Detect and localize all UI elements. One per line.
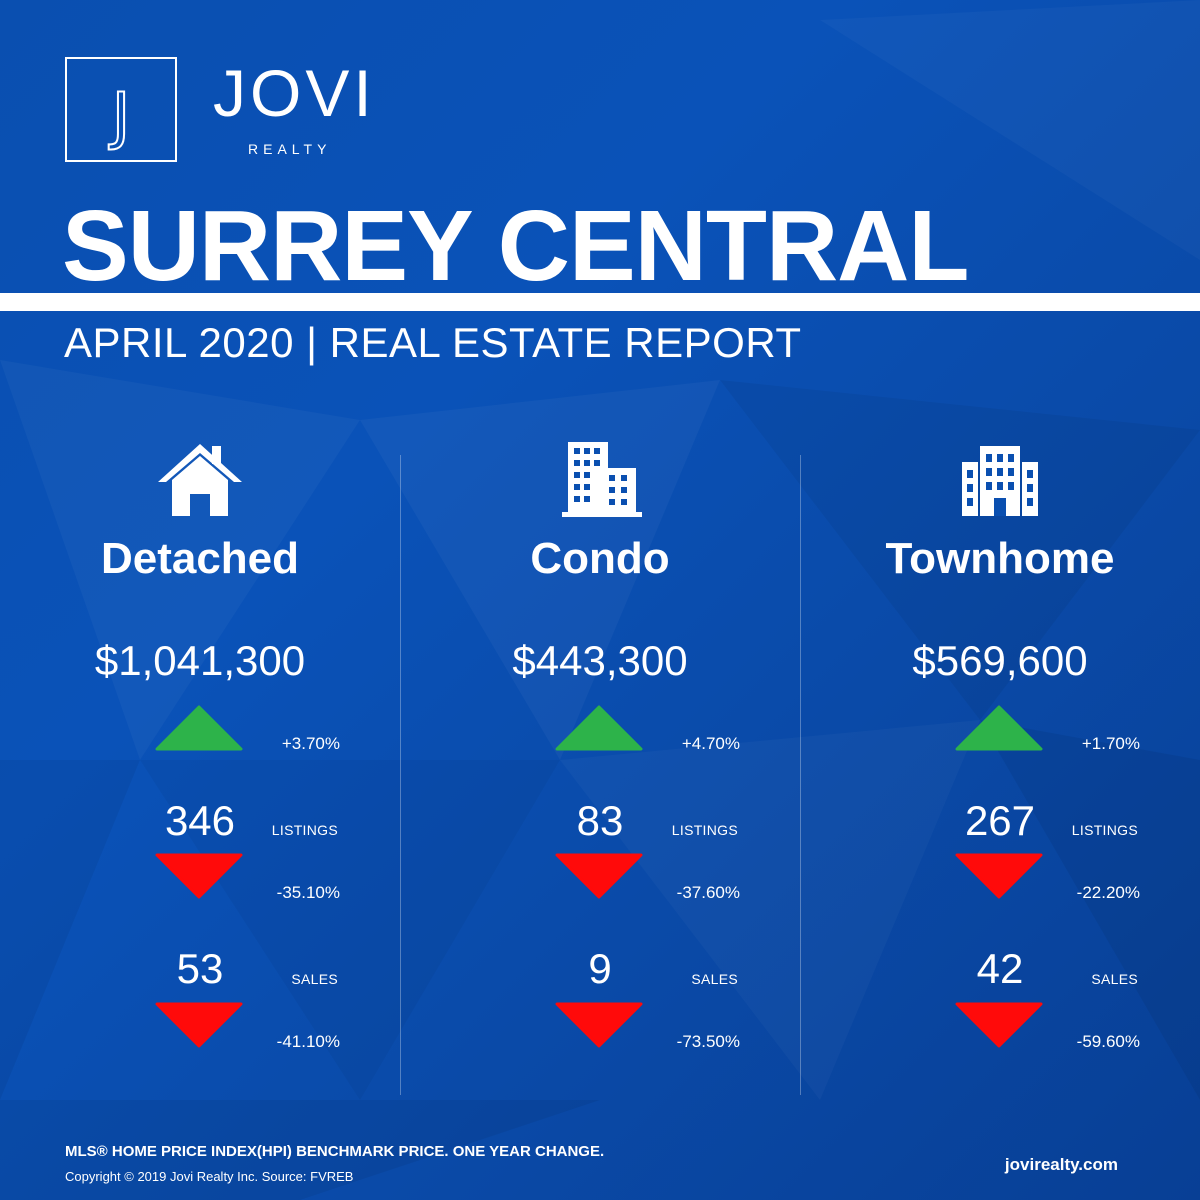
svg-text:J: J bbox=[108, 79, 130, 152]
listings-label: LISTINGS bbox=[271, 822, 338, 838]
condo-building-icon bbox=[562, 442, 642, 517]
website-link[interactable]: jovirealty.com bbox=[1004, 1155, 1118, 1174]
sales-down-arrow-icon bbox=[555, 1002, 643, 1048]
listings-count: 267 bbox=[964, 797, 1036, 844]
column-divider-1 bbox=[400, 455, 401, 1095]
category-condo: Condo $443,300 +4.70% 83 LISTINGS -37.60… bbox=[400, 0, 800, 1200]
benchmark-price: $569,600 bbox=[912, 637, 1088, 684]
listings-label: LISTINGS bbox=[1071, 822, 1138, 838]
logo-j-icon: J bbox=[107, 78, 131, 153]
listings-count: 83 bbox=[576, 797, 624, 844]
column-divider-2 bbox=[800, 455, 801, 1095]
price-up-arrow-icon bbox=[555, 705, 643, 751]
sales-change: -41.10% bbox=[276, 1032, 340, 1051]
price-up-arrow-icon bbox=[155, 705, 243, 751]
listings-down-arrow-icon bbox=[955, 853, 1043, 899]
listings-change: -35.10% bbox=[276, 883, 340, 902]
category-name: Condo bbox=[530, 534, 670, 583]
benchmark-price: $1,041,300 bbox=[94, 637, 306, 684]
sales-change: -73.50% bbox=[676, 1032, 740, 1051]
category-name: Townhome bbox=[885, 534, 1115, 583]
listings-count: 346 bbox=[164, 797, 236, 844]
brand-name: JOVI bbox=[213, 56, 376, 130]
report-subtitle: APRIL 2020 | REAL ESTATE REPORT bbox=[64, 319, 802, 366]
sales-count: 53 bbox=[176, 945, 224, 992]
house-icon bbox=[158, 444, 242, 516]
sales-count: 42 bbox=[976, 945, 1024, 992]
category-townhome: Townhome $569,600 +1.70% 267 LISTINGS -2… bbox=[800, 0, 1200, 1200]
benchmark-price: $443,300 bbox=[512, 637, 688, 684]
sales-label: SALES bbox=[691, 971, 738, 987]
listings-down-arrow-icon bbox=[555, 853, 643, 899]
sales-label: SALES bbox=[291, 971, 338, 987]
category-detached: Detached $1,041,300 +3.70% 346 LISTINGS … bbox=[0, 0, 400, 1200]
listings-change: -22.20% bbox=[1076, 883, 1140, 902]
townhome-building-icon bbox=[962, 446, 1038, 516]
brand-sub: REALTY bbox=[248, 141, 332, 157]
title-underline bbox=[0, 293, 1200, 311]
sales-down-arrow-icon bbox=[955, 1002, 1043, 1048]
sales-label: SALES bbox=[1091, 971, 1138, 987]
listings-down-arrow-icon bbox=[155, 853, 243, 899]
sales-down-arrow-icon bbox=[155, 1002, 243, 1048]
price-up-arrow-icon bbox=[955, 705, 1043, 751]
listings-change: -37.60% bbox=[676, 883, 740, 902]
footnote: MLS® HOME PRICE INDEX(HPI) BENCHMARK PRI… bbox=[65, 1143, 605, 1160]
page-title: SURREY CENTRAL bbox=[62, 190, 969, 302]
price-change: +4.70% bbox=[681, 734, 740, 753]
category-name: Detached bbox=[100, 534, 300, 583]
price-change: +3.70% bbox=[281, 734, 340, 753]
logo-mark: J bbox=[65, 57, 177, 162]
sales-change: -59.60% bbox=[1076, 1032, 1140, 1051]
price-change: +1.70% bbox=[1081, 734, 1140, 753]
copyright: Copyright © 2019 Jovi Realty Inc. Source… bbox=[65, 1169, 354, 1184]
listings-label: LISTINGS bbox=[671, 822, 738, 838]
sales-count: 9 bbox=[588, 945, 612, 992]
